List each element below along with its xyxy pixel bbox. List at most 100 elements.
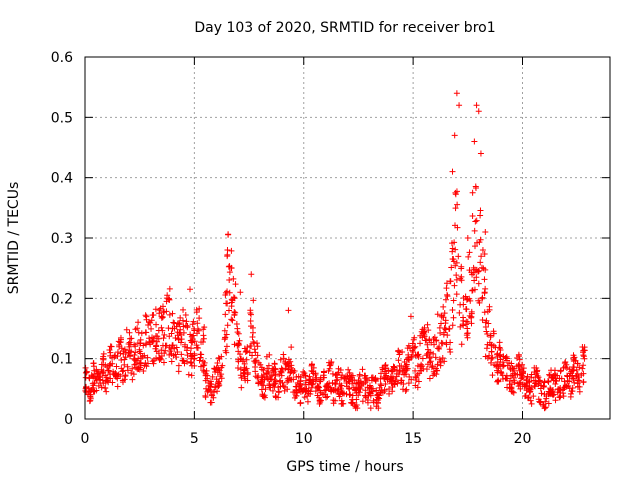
data-point	[224, 247, 231, 254]
data-point	[152, 345, 159, 352]
data-point	[177, 314, 184, 321]
data-point	[516, 367, 523, 374]
data-point	[352, 387, 359, 394]
data-point	[496, 352, 503, 359]
data-point	[474, 239, 481, 246]
data-point	[202, 370, 209, 377]
data-point	[314, 392, 321, 399]
data-point	[252, 349, 259, 356]
data-point	[302, 372, 309, 379]
data-point	[366, 389, 373, 396]
data-point	[496, 361, 503, 368]
data-point	[194, 320, 201, 327]
data-point	[191, 355, 198, 362]
data-point	[98, 361, 105, 368]
data-point	[226, 269, 233, 276]
data-point	[320, 372, 327, 379]
data-point-peak	[464, 235, 471, 241]
data-point	[452, 262, 459, 269]
data-point	[477, 207, 484, 214]
data-point	[310, 364, 317, 371]
data-point	[82, 364, 89, 371]
y-tick-label: 0.2	[51, 291, 73, 307]
data-point	[390, 380, 397, 387]
data-point	[198, 339, 205, 346]
tick-labels: 0 0.1 0.2 0.3 0.4 0.5 0.6 0 5 10 15 20	[51, 50, 532, 447]
data-point	[236, 337, 243, 344]
data-point	[450, 297, 457, 304]
data-point	[190, 318, 197, 325]
data-point	[135, 355, 142, 362]
data-point	[254, 373, 261, 380]
data-point	[363, 376, 370, 383]
data-point	[434, 311, 441, 318]
data-point	[509, 372, 516, 379]
data-point	[439, 340, 446, 347]
data-point	[155, 350, 162, 357]
data-point	[288, 344, 295, 351]
data-point	[460, 295, 467, 302]
data-point	[222, 311, 229, 318]
data-point	[159, 327, 166, 334]
data-point	[450, 256, 457, 263]
data-point	[231, 295, 238, 302]
data-point	[370, 385, 377, 392]
data-point	[212, 383, 219, 390]
data-point	[327, 360, 334, 367]
data-point	[395, 357, 402, 364]
data-point	[413, 374, 420, 381]
data-point	[120, 351, 127, 358]
data-point	[290, 376, 297, 383]
data-point	[180, 357, 187, 364]
data-point	[208, 391, 215, 398]
data-point	[107, 375, 114, 382]
data-point	[356, 385, 363, 392]
data-point	[156, 307, 163, 314]
data-point	[255, 359, 262, 366]
data-point	[548, 367, 555, 374]
data-point	[169, 325, 176, 332]
data-point	[481, 309, 488, 316]
data-point	[113, 363, 120, 370]
data-point	[429, 362, 436, 369]
data-point	[560, 393, 567, 400]
data-point	[321, 387, 328, 394]
data-point	[97, 373, 104, 380]
data-point	[193, 342, 200, 349]
data-point	[216, 367, 223, 374]
data-point	[528, 371, 535, 378]
data-point	[223, 343, 230, 350]
data-point	[458, 277, 465, 284]
data-point	[330, 400, 337, 407]
data-point	[338, 374, 345, 381]
data-point	[153, 342, 160, 349]
data-point	[214, 359, 221, 366]
data-point	[249, 324, 256, 331]
data-point	[142, 312, 149, 319]
data-point	[409, 347, 416, 354]
data-point	[222, 334, 229, 341]
data-point	[576, 388, 583, 395]
data-point	[197, 354, 204, 361]
data-point	[229, 317, 236, 324]
data-point	[121, 346, 128, 353]
data-point	[464, 334, 471, 341]
data-point	[497, 368, 504, 375]
data-point	[93, 370, 100, 377]
data-point	[291, 368, 298, 375]
data-point	[427, 358, 434, 365]
data-point	[251, 358, 258, 365]
data-point	[166, 311, 173, 318]
data-point	[247, 317, 254, 324]
data-point	[221, 327, 228, 334]
data-point	[509, 388, 516, 395]
data-point	[527, 397, 534, 404]
data-point	[194, 326, 201, 333]
data-point	[200, 358, 207, 365]
data-point	[441, 329, 448, 336]
data-point	[524, 373, 531, 380]
data-point	[466, 295, 473, 302]
data-point	[308, 384, 315, 391]
data-point	[228, 303, 235, 310]
data-point	[581, 355, 588, 362]
